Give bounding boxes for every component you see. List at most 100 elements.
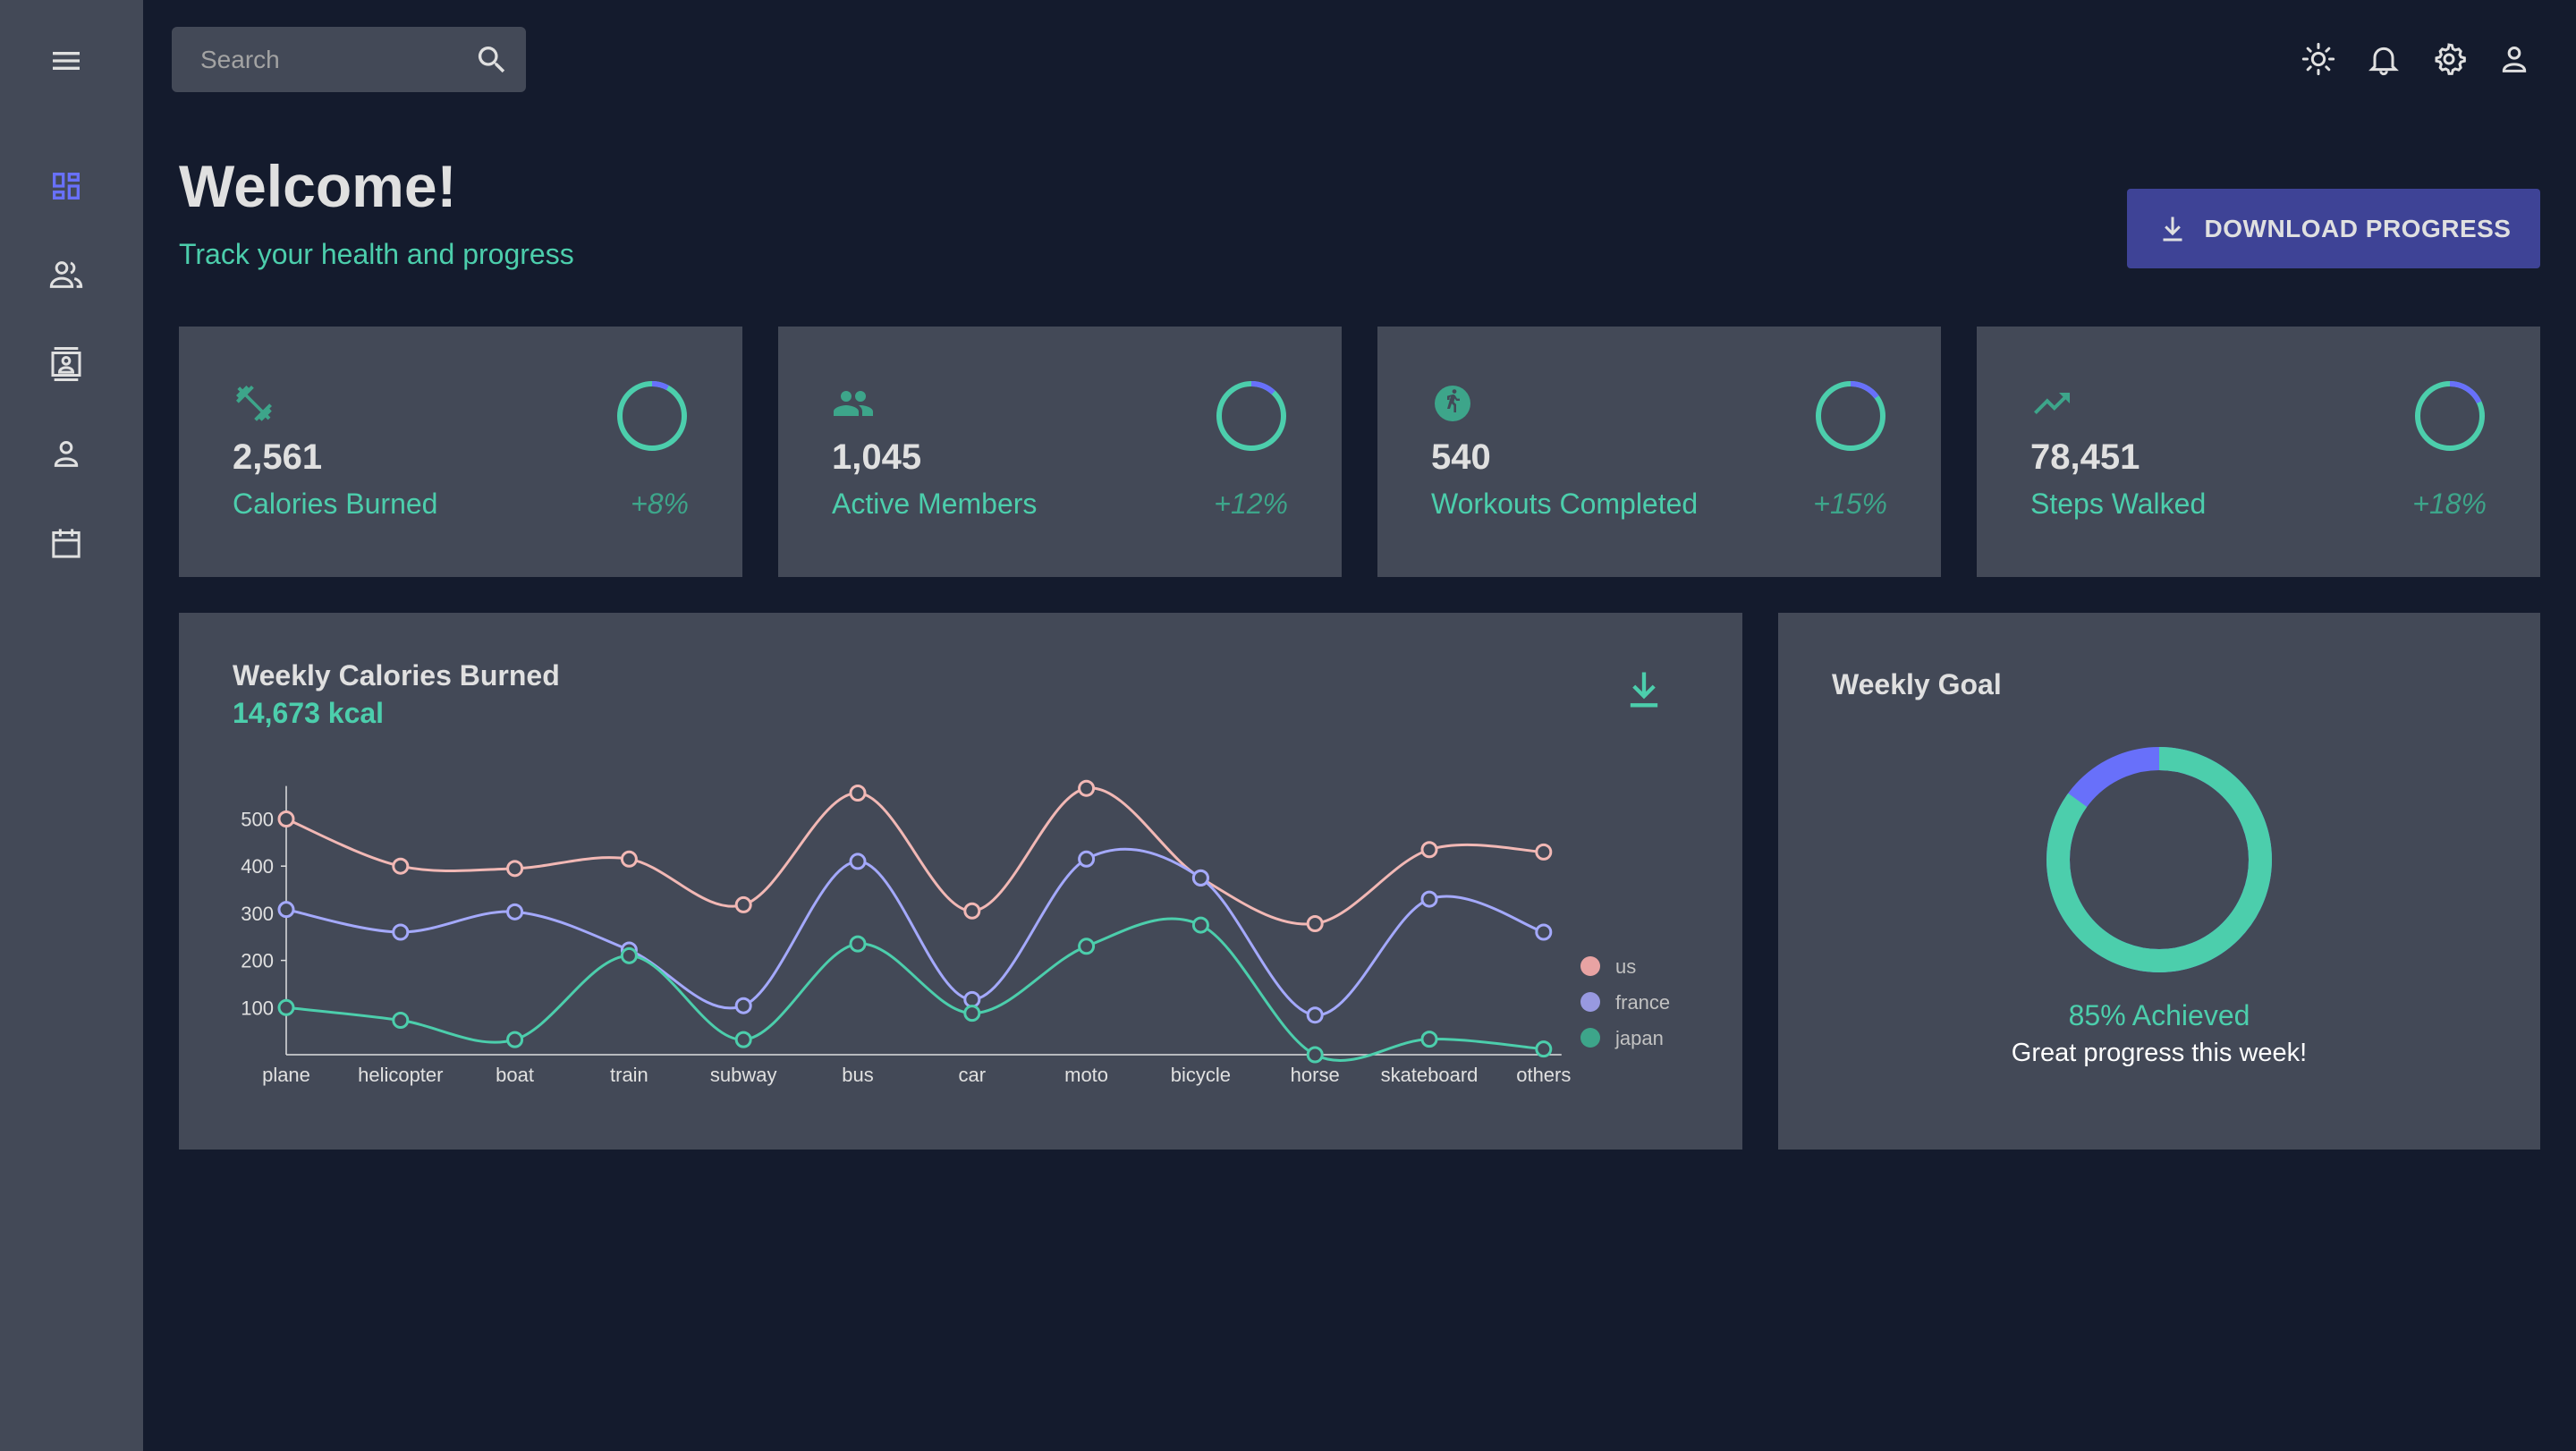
download-progress-label: DOWNLOAD PROGRESS: [2204, 214, 2512, 242]
team-icon: [49, 261, 83, 288]
data-point-us: [277, 810, 295, 827]
data-point-us: [1420, 841, 1438, 859]
sidebar-item-calendar[interactable]: [45, 522, 88, 565]
stat-value: 78,451: [2030, 437, 2140, 477]
data-point-japan: [1420, 1031, 1438, 1048]
sidebar-item-contacts[interactable]: [45, 343, 88, 386]
sidebar-item-profile[interactable]: [45, 432, 88, 475]
profile-button[interactable]: [2495, 39, 2534, 79]
settings-button[interactable]: [2429, 39, 2469, 79]
notifications-icon: [2368, 47, 2399, 76]
stat-increase: +18%: [2412, 488, 2487, 520]
x-tick-label: plane: [262, 1064, 310, 1086]
dashboard-icon: [53, 173, 80, 199]
progress-ring: [1816, 381, 1885, 451]
data-point-us: [392, 857, 410, 875]
data-point-japan: [1078, 938, 1096, 955]
progress-ring: [617, 381, 687, 451]
y-tick-label: 300: [241, 903, 274, 925]
series-line-japan: [285, 917, 1544, 1062]
sidebar-item-team[interactable]: [45, 253, 88, 296]
x-tick-label: horse: [1291, 1064, 1340, 1086]
sidebar-item-dashboard[interactable]: [45, 165, 88, 208]
data-point-us: [1078, 779, 1096, 797]
data-point-japan: [1306, 1046, 1324, 1064]
x-tick-label: others: [1516, 1064, 1571, 1086]
stat-label: Steps Walked: [2030, 488, 2207, 520]
x-tick-label: moto: [1064, 1064, 1108, 1086]
data-point-us: [620, 850, 638, 868]
legend-label-us: us: [1615, 955, 1636, 978]
data-point-france: [1535, 923, 1553, 941]
person-icon: [54, 440, 79, 467]
progress-ring: [2415, 381, 2485, 451]
stat-card-members: 1,045 Active Members +12%: [778, 327, 1342, 577]
x-tick-label: bicycle: [1171, 1064, 1231, 1086]
data-point-japan: [277, 998, 295, 1016]
stat-label: Calories Burned: [233, 488, 438, 520]
y-tick-label: 200: [241, 950, 274, 972]
search-input[interactable]: [172, 45, 449, 74]
calendar-icon: [52, 529, 80, 558]
x-tick-label: skateboard: [1381, 1064, 1479, 1086]
x-tick-label: bus: [842, 1064, 873, 1086]
chart-download-icon[interactable]: [1621, 666, 1667, 713]
data-point-france: [1306, 1006, 1324, 1024]
contacts-icon: [51, 347, 81, 381]
profile-icon: [2502, 46, 2527, 72]
group-icon: [834, 391, 873, 416]
data-point-japan: [1191, 916, 1209, 934]
search-icon[interactable]: [474, 42, 510, 78]
progress-ring: [1216, 381, 1286, 451]
page-title: Welcome!: [179, 153, 457, 219]
running-icon: [1435, 386, 1470, 421]
dumbbell-icon: [236, 386, 272, 421]
sidebar: [0, 0, 143, 1451]
light-mode-button[interactable]: [2299, 39, 2338, 79]
x-tick-label: subway: [710, 1064, 777, 1086]
data-point-japan: [963, 1005, 981, 1022]
chart-title: Weekly Calories Burned: [233, 659, 560, 692]
data-point-france: [849, 853, 867, 870]
stat-label: Active Members: [832, 488, 1038, 520]
menu-icon: [53, 52, 80, 70]
data-point-france: [1078, 850, 1096, 868]
data-point-us: [506, 860, 524, 878]
notifications-button[interactable]: [2364, 39, 2403, 79]
data-point-france: [734, 997, 752, 1014]
stat-increase: +8%: [631, 488, 689, 520]
settings-icon: [2435, 43, 2466, 75]
stat-value: 2,561: [233, 437, 323, 477]
data-point-japan: [506, 1031, 524, 1048]
page-subtitle: Track your health and progress: [179, 238, 574, 270]
series-line-us: [285, 786, 1544, 926]
y-tick-label: 100: [241, 997, 274, 1019]
menu-toggle-button[interactable]: [45, 39, 88, 82]
stat-card-workouts: 540 Workouts Completed +15%: [1377, 327, 1941, 577]
y-tick-label: 400: [241, 855, 274, 878]
x-tick-label: car: [959, 1064, 987, 1086]
data-point-japan: [1535, 1040, 1553, 1058]
download-icon: [2163, 216, 2182, 241]
data-point-japan: [734, 1031, 752, 1048]
stat-value: 1,045: [832, 437, 922, 477]
trending-up-icon: [2034, 393, 2070, 414]
x-tick-label: helicopter: [358, 1064, 443, 1086]
weekly-calories-panel: 100 200 300 400 500 plane helicopter boat train s…: [179, 613, 1742, 1150]
data-point-japan: [392, 1012, 410, 1030]
data-point-us: [963, 902, 981, 920]
download-progress-button[interactable]: DOWNLOAD PROGRESS: [2127, 189, 2540, 268]
data-point-france: [963, 990, 981, 1008]
data-point-japan: [620, 946, 638, 964]
x-tick-label: boat: [496, 1064, 534, 1086]
legend-label-france: france: [1615, 991, 1670, 1014]
legend-marker-us: [1580, 956, 1600, 976]
stat-increase: +12%: [1214, 488, 1288, 520]
weekly-goal-panel: Weekly Goal 85% Achieved Great progress …: [1778, 613, 2540, 1150]
data-point-france: [392, 923, 410, 941]
x-tick-label: train: [610, 1064, 648, 1086]
goal-achieved-text: 85% Achieved: [2068, 999, 2250, 1031]
data-point-us: [1306, 914, 1324, 932]
y-tick-label: 500: [241, 809, 274, 831]
data-point-japan: [849, 935, 867, 953]
